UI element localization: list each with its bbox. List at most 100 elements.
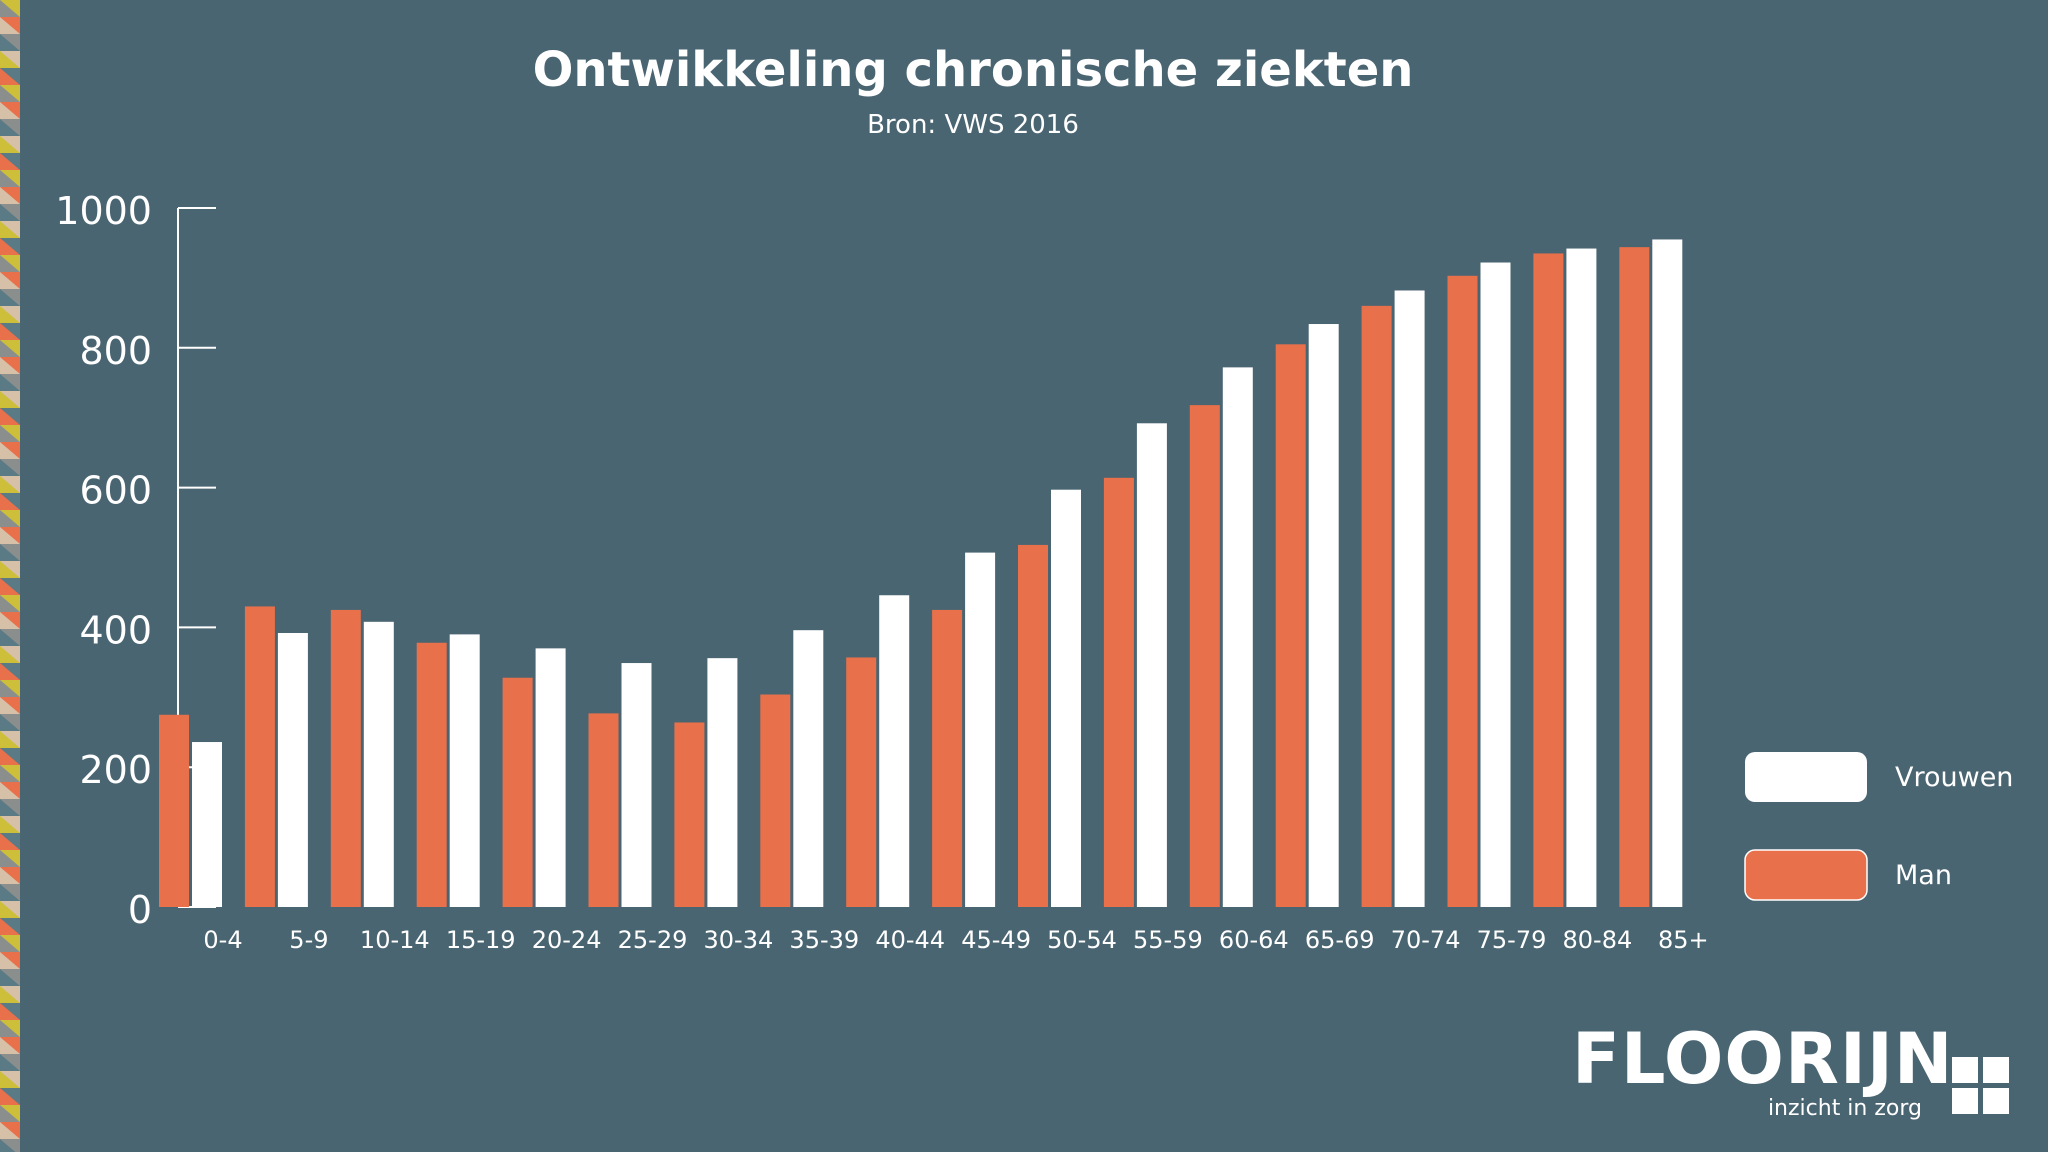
x-tick-label: 30-34 (704, 926, 774, 954)
stripe-triangle (0, 442, 20, 459)
x-axis-labels: 0-4 5-9 10-14 15-19 20-24 25-29 30-34 35-39 40-4… (203, 926, 1708, 954)
x-tick-label: 15-19 (446, 926, 516, 954)
stripe-triangle (0, 935, 20, 952)
x-tick-label: 75-79 (1477, 926, 1547, 954)
stripe-triangle (0, 901, 20, 918)
stripe-triangle (0, 136, 20, 153)
bar-man-65-69 (1275, 344, 1306, 907)
bar-vrouwen-75-79 (1480, 262, 1511, 908)
stripe-triangle (0, 1037, 20, 1054)
bar-man-10-14 (330, 609, 361, 907)
stripe-triangle (0, 578, 20, 595)
stripe-triangle (0, 1003, 20, 1020)
chart-subtitle: Bron: VWS 2016 (867, 110, 1079, 140)
stripe-triangle (0, 408, 20, 425)
legend-label-man: Man (1895, 860, 1952, 891)
legend-swatch-vrouwen (1745, 752, 1867, 802)
x-tick-label: 35-39 (789, 926, 859, 954)
stripe-triangle (0, 340, 20, 357)
bar-vrouwen-15-19 (449, 634, 480, 907)
stripe-triangle (0, 238, 20, 255)
bar-man-40-44 (846, 657, 877, 907)
bar-vrouwen-20-24 (535, 648, 566, 907)
x-tick-label: 5-9 (289, 926, 328, 954)
bar-man-55-59 (1103, 477, 1134, 907)
stripe-triangle (0, 731, 20, 748)
stripe-triangle (0, 357, 20, 374)
stripe-triangle (0, 323, 20, 340)
stripe-triangle (0, 0, 20, 17)
bar-vrouwen-85+ (1652, 239, 1683, 907)
bar-man-60-64 (1189, 405, 1220, 907)
stripe-triangle (0, 714, 20, 731)
stripe-triangle (0, 255, 20, 272)
stripe-triangle (0, 221, 20, 238)
stripe-triangle (0, 374, 20, 391)
bar-vrouwen-45-49 (965, 552, 996, 907)
bar-vrouwen-0-4 (192, 742, 222, 907)
bar-vrouwen-55-59 (1136, 423, 1167, 907)
bars-group (159, 239, 1683, 908)
bar-vrouwen-60-64 (1222, 367, 1253, 907)
stripe-triangle (0, 833, 20, 850)
y-tick-label: 800 (79, 329, 152, 373)
x-tick-label: 40-44 (875, 926, 945, 954)
stripe-triangle (0, 170, 20, 187)
logo-wordmark: FLOORIJN (1572, 1018, 1954, 1100)
stripe-triangle (0, 17, 20, 34)
y-tick-label: 0 (128, 888, 152, 932)
chart-title: Ontwikkeling chronische ziekten (533, 42, 1414, 98)
stripe-triangle (0, 306, 20, 323)
x-tick-label: 10-14 (360, 926, 430, 954)
bar-man-75-79 (1447, 275, 1478, 908)
floorijn-logo: FLOORIJN inzicht in zorg (1572, 1018, 2009, 1121)
y-tick-label: 600 (79, 469, 152, 513)
stripe-triangle (0, 918, 20, 935)
grid-squares-icon (1952, 1057, 2009, 1114)
x-tick-label: 20-24 (532, 926, 602, 954)
stripe-triangle (0, 510, 20, 527)
decorative-side-stripe (0, 0, 20, 1152)
stripe-triangle (0, 476, 20, 493)
bar-man-15-19 (416, 642, 447, 907)
stripe-triangle (0, 816, 20, 833)
stripe-triangle (0, 884, 20, 901)
stripe-triangle (0, 527, 20, 544)
stripe-triangle (0, 289, 20, 306)
stripe-triangle (0, 561, 20, 578)
bar-vrouwen-10-14 (363, 621, 394, 907)
bar-man-80-84 (1533, 253, 1564, 907)
bar-man-30-34 (674, 722, 705, 907)
legend-label-vrouwen: Vrouwen (1895, 762, 2013, 793)
bar-vrouwen-80-84 (1566, 248, 1597, 908)
stripe-triangle (0, 51, 20, 68)
y-tick-label: 400 (79, 608, 152, 652)
stripe-triangle (0, 748, 20, 765)
x-tick-label: 45-49 (961, 926, 1031, 954)
bar-vrouwen-35-39 (793, 630, 824, 907)
bar-man-5-9 (244, 606, 275, 907)
stripe-triangle (0, 595, 20, 612)
y-tick-label: 1000 (55, 189, 152, 233)
bar-man-45-49 (932, 609, 963, 907)
stripe-triangle (0, 85, 20, 102)
stripe-triangle (0, 1105, 20, 1122)
logo-tagline: inzicht in zorg (1768, 1096, 1922, 1121)
stripe-triangle (0, 1088, 20, 1105)
stripe-triangle (0, 119, 20, 136)
stripe-triangle (0, 850, 20, 867)
stripe-triangle (0, 187, 20, 204)
stripe-triangle (0, 663, 20, 680)
x-tick-label: 70-74 (1391, 926, 1461, 954)
stripe-triangle (0, 867, 20, 884)
bar-man-0-4 (159, 714, 189, 907)
stripe-triangle (0, 952, 20, 969)
stripe-triangle (0, 1054, 20, 1071)
stripe-triangle (0, 986, 20, 1003)
x-tick-label: 60-64 (1219, 926, 1289, 954)
stripe-triangle (0, 1071, 20, 1088)
bar-vrouwen-40-44 (879, 595, 910, 907)
stripe-triangle (0, 102, 20, 119)
stripe-triangle (0, 272, 20, 289)
